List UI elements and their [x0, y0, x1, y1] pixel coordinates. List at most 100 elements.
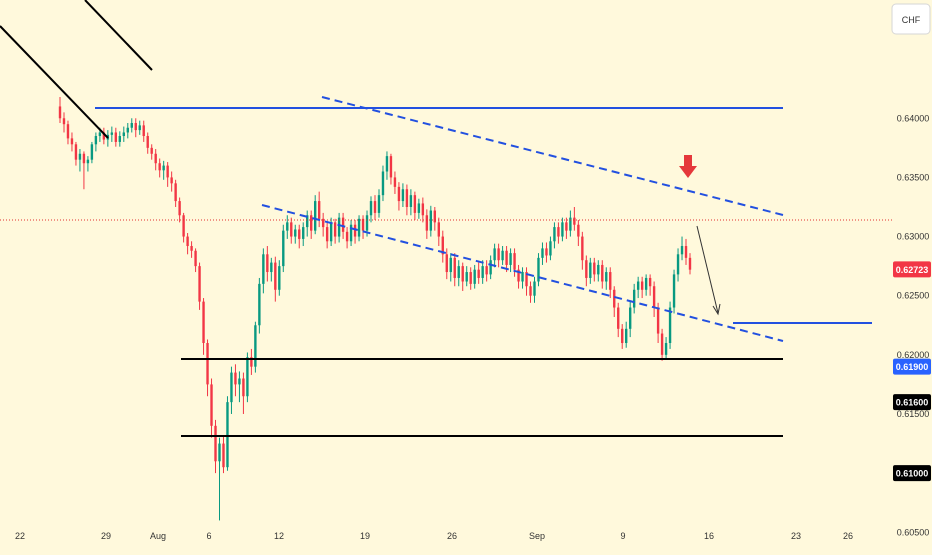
candle-body [82, 153, 86, 164]
candle-body [274, 262, 277, 290]
candle-body [573, 217, 576, 225]
candle-body [676, 254, 680, 275]
candle-body [369, 201, 373, 216]
candle-body [114, 132, 118, 142]
price-tick-label: 0.62000 [897, 350, 930, 360]
projection-arrow-line [696, 225, 719, 314]
candle-body [341, 217, 345, 232]
trend-line-2 [84, 0, 153, 71]
candle-body [581, 236, 584, 261]
candle-body [668, 307, 672, 344]
candle-body [190, 246, 193, 251]
candle-body [469, 272, 472, 284]
price-tick-label: 0.61500 [897, 409, 930, 419]
price-label-text: 0.61600 [896, 398, 929, 408]
candle-body [664, 343, 668, 355]
candle-body [262, 254, 265, 284]
candle-body [636, 281, 640, 290]
candle-body [640, 281, 644, 290]
price-tick-label: 0.62500 [897, 291, 930, 301]
candle-body [310, 215, 313, 231]
candle-body [317, 201, 321, 219]
candle-body [158, 163, 161, 171]
price-tick-label: 0.63500 [897, 172, 930, 182]
candle-body [672, 274, 676, 308]
candle-body [214, 425, 217, 462]
candle-body [409, 195, 413, 207]
candle-body [688, 257, 692, 270]
candle-body [401, 189, 405, 202]
red-down-arrow-icon [679, 155, 697, 178]
candle-body [561, 222, 564, 237]
candle-body [632, 289, 636, 308]
candle-body [313, 201, 317, 231]
candle-body [78, 153, 82, 160]
candle-body [421, 203, 425, 216]
price-label-tag [893, 394, 931, 411]
projection-arrow-head [712, 303, 721, 316]
channel-upper-line [321, 96, 784, 216]
candle-body [373, 201, 377, 213]
candle-body [617, 307, 620, 329]
candle-body [537, 257, 540, 282]
candle-body [393, 177, 397, 187]
candle-body [62, 118, 66, 125]
candle-body [541, 248, 544, 258]
candle-body [433, 210, 437, 223]
candle-body [329, 222, 333, 242]
candle-body [74, 144, 78, 160]
time-tick-label: 19 [360, 531, 370, 541]
time-tick-label: 22 [15, 531, 25, 541]
candle-body [465, 272, 468, 282]
candle-body [521, 272, 524, 282]
price-tick-label: 0.60500 [897, 527, 930, 537]
candle-body [194, 250, 197, 267]
time-tick-label: 29 [101, 531, 111, 541]
price-label-tag [893, 465, 931, 482]
candle-body [178, 201, 181, 216]
candle-body [266, 254, 269, 273]
time-tick-label: Aug [150, 531, 166, 541]
candle-body [437, 222, 440, 237]
candle-body [477, 269, 480, 278]
candle-body [473, 269, 476, 284]
candle-body [110, 132, 114, 135]
price-label-text: 0.62723 [896, 265, 929, 275]
time-tick-label: 26 [447, 531, 457, 541]
candle-body [613, 289, 616, 308]
candle-body [134, 123, 137, 131]
candle-body [441, 236, 444, 255]
candle-body [166, 165, 169, 178]
candle-body [58, 106, 62, 119]
price-label-text: 0.61900 [896, 362, 929, 372]
candle-body [381, 171, 385, 196]
candle-body [258, 283, 261, 326]
candle-body [429, 210, 433, 231]
candle-body [660, 333, 664, 355]
price-label-tag [893, 261, 931, 278]
candle-body [593, 262, 596, 275]
candle-body [345, 231, 349, 242]
candle-body [517, 269, 520, 282]
candle-body [644, 277, 648, 290]
candle-body [684, 246, 688, 258]
candle-body [457, 266, 460, 278]
candle-body [282, 230, 285, 267]
candle-body [628, 307, 632, 329]
candle-body [585, 260, 588, 278]
candle-body [138, 125, 141, 131]
candle-body [270, 262, 273, 273]
time-tick-label: 16 [704, 531, 714, 541]
candle-body [609, 272, 612, 290]
time-tick-label: Sep [529, 531, 545, 541]
time-tick-label: 23 [791, 531, 801, 541]
candle-body [445, 254, 448, 273]
candle-body [70, 138, 74, 145]
candle-body [601, 264, 604, 282]
candle-body [349, 224, 353, 242]
candle-body [525, 272, 528, 287]
candle-body [449, 257, 452, 273]
time-axis: 22 29 Aug 6 12 19 26 Sep 9 16 23 26 [15, 531, 853, 541]
candle-body [278, 266, 281, 290]
